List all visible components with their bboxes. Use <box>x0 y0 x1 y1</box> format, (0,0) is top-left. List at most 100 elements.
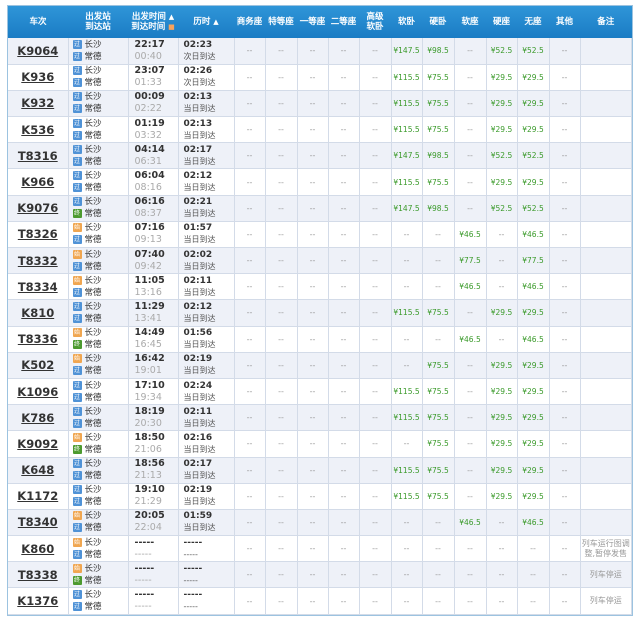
sort-up-icon[interactable]: ▲ <box>213 18 219 26</box>
to-station: 常德 <box>84 418 102 429</box>
arrive-time: 08:16 <box>134 182 162 194</box>
table-row: T8332 始长沙 过常德 07:40 09:42 02:02 当日到达 -- -- --… <box>8 247 632 275</box>
train-number-link[interactable]: K1172 <box>17 489 59 504</box>
train-number-link[interactable]: K536 <box>21 122 55 137</box>
train-number-link[interactable]: K810 <box>21 305 55 320</box>
station-pass-icon: 过 <box>72 104 82 114</box>
duration-cell: 02:13 当日到达 <box>178 116 235 144</box>
seat-price-cell: -- <box>391 247 423 275</box>
station-start-icon: 始 <box>72 563 82 573</box>
stations-cell: 过长沙 过常德 <box>68 168 129 196</box>
seat-price-cell: -- <box>454 90 487 118</box>
duration-cell: ----- ----- <box>178 561 235 589</box>
station-pass-icon: 过 <box>72 261 82 271</box>
train-number-link[interactable]: T8338 <box>17 567 58 582</box>
train-number-link[interactable]: K9064 <box>17 43 59 58</box>
train-number-link[interactable]: T8316 <box>17 148 58 163</box>
seat-price-cell: -- <box>265 90 298 118</box>
train-number-link[interactable]: K1376 <box>17 594 59 609</box>
train-number-link[interactable]: T8334 <box>17 279 58 294</box>
seat-price-cell: -- <box>234 430 266 458</box>
seat-price-cell: ¥52.5 <box>486 38 518 65</box>
train-number-link[interactable]: K786 <box>21 410 55 425</box>
train-number-link[interactable]: K936 <box>21 70 55 85</box>
sort-arrive-time[interactable]: 到达时间 <box>131 22 166 32</box>
arrive-time: 13:16 <box>134 286 162 298</box>
seat-price-cell: -- <box>549 326 581 353</box>
arrive-time: 09:13 <box>134 234 162 246</box>
seat-price-cell: -- <box>297 509 329 537</box>
seat-price-cell: -- <box>549 90 581 118</box>
train-number-link[interactable]: K9092 <box>17 436 59 451</box>
seat-price-cell: -- <box>454 142 487 170</box>
seat-price-cell: -- <box>328 247 360 275</box>
train-number-cell: K9076 <box>8 195 69 222</box>
sort-inactive-icon[interactable]: ■ <box>168 23 175 31</box>
station-pass-icon: 过 <box>72 130 82 140</box>
station-pass-icon: 过 <box>72 156 82 166</box>
station-pass-icon: 过 <box>72 471 82 481</box>
seat-price-cell: -- <box>422 587 455 615</box>
sort-up-icon[interactable]: ▲ <box>168 13 175 21</box>
seat-price-cell: -- <box>265 404 298 432</box>
seat-price-cell: -- <box>486 221 518 249</box>
train-number-link[interactable]: T8326 <box>17 227 58 242</box>
seat-price-cell: -- <box>454 195 487 222</box>
train-number-link[interactable]: K502 <box>21 358 55 373</box>
train-number-link[interactable]: T8340 <box>17 515 58 530</box>
train-number-link[interactable]: K966 <box>21 175 55 190</box>
station-pass-icon: 过 <box>72 144 82 154</box>
train-number-link[interactable]: K648 <box>21 463 55 478</box>
seat-price-cell: -- <box>265 561 298 589</box>
seat-price-cell: -- <box>454 561 487 589</box>
train-number-link[interactable]: K1096 <box>17 384 59 399</box>
train-number-link[interactable]: T8336 <box>17 332 58 347</box>
table-row: K810 过长沙 过常德 11:29 13:41 02:12 当日到达 -- -- -- -… <box>8 299 632 327</box>
seat-price-cell: ¥147.5 <box>391 195 423 222</box>
times-cell: 11:05 13:16 <box>128 273 179 301</box>
stations-cell: 过长沙 过常德 <box>68 404 129 432</box>
note-cell <box>580 509 632 537</box>
seat-price-cell: ¥75.5 <box>422 299 455 327</box>
times-cell: 17:10 19:34 <box>128 378 179 406</box>
train-number-link[interactable]: K932 <box>21 96 55 111</box>
seat-price-cell: -- <box>391 561 423 589</box>
to-station: 常德 <box>84 287 102 298</box>
header-times[interactable]: 出发时间 ▲ 到达时间 ■ <box>128 6 178 38</box>
seat-price-cell: -- <box>328 38 360 65</box>
seat-price-cell: -- <box>297 352 329 379</box>
seat-price-cell: ¥75.5 <box>422 457 455 484</box>
depart-time: 18:19 <box>134 405 165 417</box>
train-number-cell: K648 <box>8 457 69 484</box>
arrival-day: ----- <box>183 602 198 612</box>
station-pass-icon: 过 <box>72 66 82 76</box>
seat-price-cell: -- <box>454 587 487 615</box>
table-row: T8326 始长沙 过常德 07:16 09:13 01:57 当日到达 -- -- --… <box>8 221 632 249</box>
seat-price-cell: -- <box>391 273 423 301</box>
train-number-cell: K536 <box>8 116 69 144</box>
header-duration[interactable]: 历时 ▲ <box>178 6 234 38</box>
seat-price-cell: -- <box>328 326 360 353</box>
arrival-day: 当日到达 <box>183 156 216 166</box>
header-seat: 高级软卧 <box>359 6 391 38</box>
arrival-day: 当日到达 <box>183 340 216 350</box>
note-cell <box>580 378 632 406</box>
seat-price-cell: -- <box>297 535 329 563</box>
sort-depart-time[interactable]: 出发时间 <box>131 12 166 22</box>
train-number-link[interactable]: K860 <box>21 541 55 556</box>
train-number-link[interactable]: T8332 <box>17 253 58 268</box>
seat-price-cell: -- <box>549 38 581 65</box>
arrive-time: 16:45 <box>134 339 162 351</box>
seat-price-cell: ¥115.5 <box>391 483 423 510</box>
duration: ----- <box>183 563 203 574</box>
seat-price-cell: -- <box>454 116 487 144</box>
times-cell: 16:42 19:01 <box>128 352 179 379</box>
seat-price-cell: -- <box>359 404 392 432</box>
seat-price-cell: ¥29.5 <box>486 483 518 510</box>
train-number-link[interactable]: K9076 <box>17 201 59 216</box>
seat-price-cell: -- <box>297 404 329 432</box>
seat-price-cell: -- <box>359 116 392 144</box>
duration: 02:11 <box>183 406 213 417</box>
arrival-day: 当日到达 <box>183 183 216 193</box>
to-station: 常德 <box>84 392 102 403</box>
